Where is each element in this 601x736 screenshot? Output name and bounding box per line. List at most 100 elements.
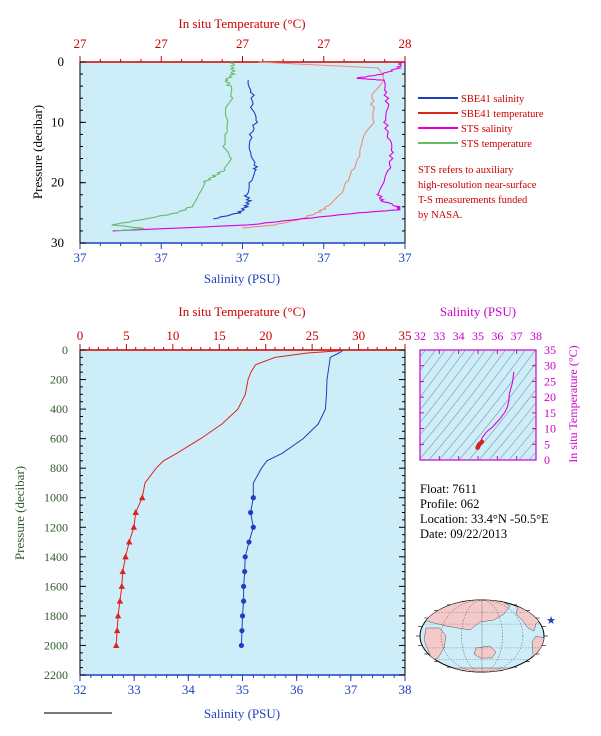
bottom-tick-label: 33 xyxy=(128,682,141,697)
ts-top-tick-label: 37 xyxy=(511,329,523,343)
bottom-tick-label: 37 xyxy=(74,250,88,265)
legend-label: SBE41 salinity xyxy=(461,94,525,105)
legend-label: SBE41 temperature xyxy=(461,109,544,120)
left-tick-label: 1000 xyxy=(44,491,68,505)
land-antarctica xyxy=(420,667,544,672)
bottom-tick-label: 38 xyxy=(399,682,412,697)
main-panel-series xyxy=(113,350,343,649)
left-tick-label: 2200 xyxy=(44,668,68,682)
ts-top-tick-label: 35 xyxy=(472,329,484,343)
density-contour xyxy=(420,350,486,436)
temperature-marker xyxy=(113,627,121,634)
salinity-marker xyxy=(242,554,248,560)
density-contour xyxy=(498,414,536,460)
map-graticule xyxy=(416,599,548,673)
note-line-3: T-S measurements funded xyxy=(418,195,528,206)
salinity-marker xyxy=(246,539,252,545)
top-tick-label: 15 xyxy=(213,328,226,343)
bottom-tick-label: 35 xyxy=(236,682,249,697)
density-contour xyxy=(420,350,506,460)
top-tick-label: 27 xyxy=(74,36,88,51)
top-tick-label: 27 xyxy=(317,36,331,51)
ts-right-tick-label: 35 xyxy=(544,343,556,357)
bottom-tick-label: 37 xyxy=(399,250,413,265)
left-tick-label: 600 xyxy=(50,432,68,446)
bottom-tick-label: 32 xyxy=(74,682,87,697)
temperature-marker xyxy=(122,553,129,560)
top-panel-plot-area xyxy=(79,61,406,244)
temperature-marker xyxy=(113,641,120,648)
main-panel-top-ticks: 0 5 10 15 20 25 30 35 xyxy=(77,328,412,351)
top-tick-label: 5 xyxy=(123,328,130,343)
ts-panel-top-axis-title: Salinity (PSU) xyxy=(440,304,516,319)
land-africa xyxy=(423,627,447,661)
ts-density-contours xyxy=(420,350,536,460)
density-contour xyxy=(420,350,436,372)
main-panel-left-ticks: 0 200 400 600 800 1000 1200 1400 1600 1800 2000 220… xyxy=(44,343,405,682)
top-tick-label: 25 xyxy=(306,328,319,343)
temperature-marker xyxy=(114,612,122,619)
profile-number: Profile: 062 xyxy=(420,497,479,511)
bottom-tick-label: 37 xyxy=(236,250,250,265)
legend-label: STS salinity xyxy=(461,124,513,135)
ts-right-tick-label: 15 xyxy=(544,406,556,420)
series-sbe41-temperature xyxy=(242,61,385,229)
density-contour xyxy=(420,350,426,358)
left-tick-label: 0 xyxy=(58,54,65,69)
ts-panel-top-ticks: 32 33 34 35 36 37 38 xyxy=(414,329,542,460)
ts-panel-plot-area xyxy=(419,349,537,461)
density-contour xyxy=(518,439,536,460)
top-panel-note: STS refers to auxiliary high-resolution … xyxy=(418,165,537,221)
temperature-marker xyxy=(139,494,146,501)
left-tick-label: 200 xyxy=(50,373,68,387)
ts-top-tick-label: 38 xyxy=(530,329,542,343)
salinity-marker xyxy=(240,598,247,604)
left-tick-label: 20 xyxy=(51,175,64,190)
series-sts-temperature xyxy=(111,61,237,232)
ts-panel: Salinity (PSU) 32 33 34 35 36 37 38 0 510 15 20 25… xyxy=(414,304,580,467)
bottom-tick-label: 37 xyxy=(155,250,169,265)
top-panel-series xyxy=(111,61,404,232)
left-tick-label: 1400 xyxy=(44,550,68,564)
temperature-marker xyxy=(132,509,139,515)
salinity-marker xyxy=(242,568,248,575)
left-tick-label: 1600 xyxy=(44,579,68,593)
left-tick-label: 10 xyxy=(51,114,64,129)
main-panel: In situ Temperature (°C) 0 5 10 15 20 25 30 35 … xyxy=(12,304,412,721)
left-tick-label: 30 xyxy=(51,235,64,250)
main-panel-bottom-ticks: 32 33 34 35 36 37 38 xyxy=(74,674,412,697)
top-tick-label: 0 xyxy=(77,328,84,343)
ts-top-tick-label: 33 xyxy=(433,329,445,343)
left-tick-label: 400 xyxy=(50,402,68,416)
density-contour xyxy=(458,362,536,460)
legend-label: STS temperature xyxy=(461,139,532,150)
top-panel-top-ticks: 27 27 27 27 28 xyxy=(74,36,412,63)
series-sbe41-salinity xyxy=(213,80,259,220)
main-panel-bottom-axis-title: Salinity (PSU) xyxy=(204,706,280,721)
ts-panel-series xyxy=(475,371,515,450)
temperature-marker xyxy=(126,538,133,545)
density-contour xyxy=(488,401,536,460)
top-panel-top-axis-title: In situ Temperature (°C) xyxy=(178,16,305,31)
density-contour xyxy=(420,350,446,385)
top-panel-bottom-ticks: 37 37 37 37 37 xyxy=(74,242,413,265)
ts-right-tick-label: 25 xyxy=(544,374,556,388)
top-tick-label: 30 xyxy=(352,328,365,343)
density-contour xyxy=(478,388,536,460)
bottom-tick-label: 37 xyxy=(344,682,358,697)
main-panel-left-axis-title: Pressure (decibar) xyxy=(12,466,27,560)
ts-top-tick-label: 36 xyxy=(491,329,503,343)
top-panel: In situ Temperature (°C) 27 27 27 27 28 37 37… xyxy=(30,16,544,286)
density-contour xyxy=(468,375,536,460)
footer-mark xyxy=(44,712,112,714)
temperature-marker xyxy=(130,523,138,530)
density-contour xyxy=(428,350,516,460)
density-contour xyxy=(528,451,536,460)
bottom-tick-label: 36 xyxy=(290,682,304,697)
salinity-marker xyxy=(250,524,256,530)
location: Location: 33.4°N -50.5°E xyxy=(420,512,549,526)
note-line-1: STS refers to auxiliary xyxy=(418,165,514,176)
density-contour xyxy=(448,350,536,460)
top-tick-label: 28 xyxy=(399,36,412,51)
